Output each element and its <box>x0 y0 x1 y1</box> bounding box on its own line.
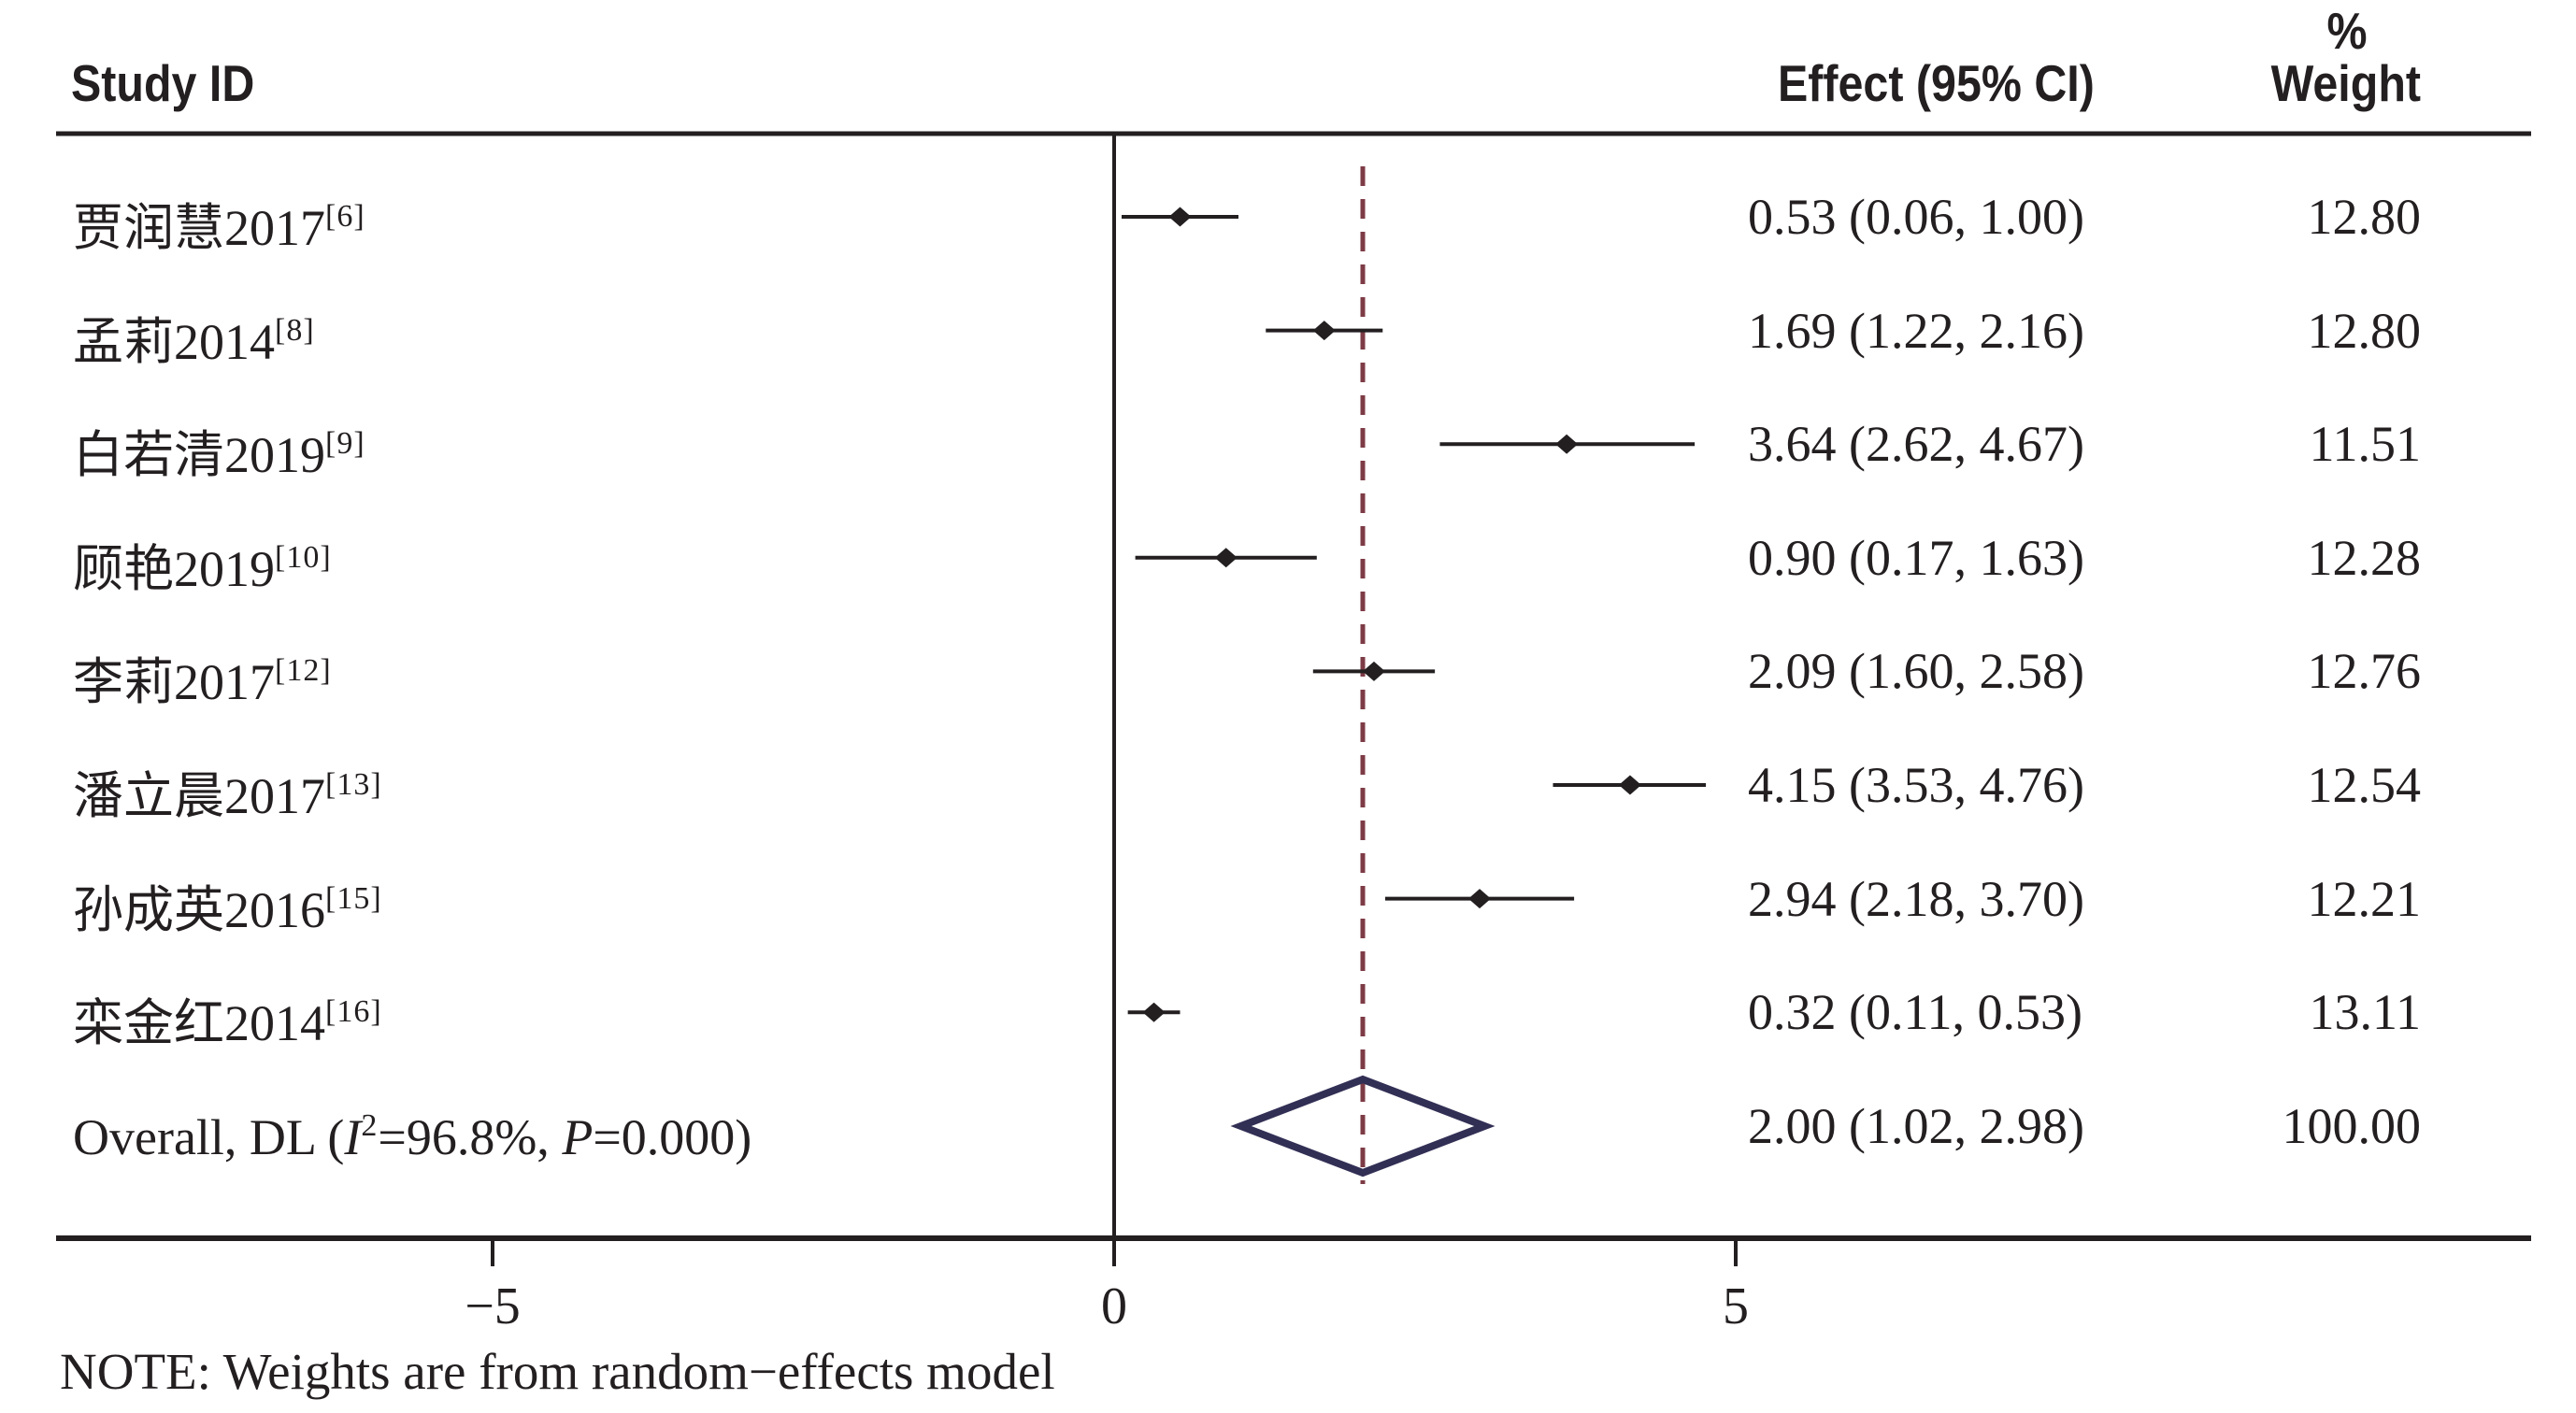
overall-pooled-diamond <box>1230 1075 1496 1178</box>
overall-p-value: =0.000) <box>593 1109 752 1165</box>
study-name: 潘立晨2017 <box>73 768 325 824</box>
overall-label-prefix: Overall, DL ( <box>73 1109 345 1165</box>
study-name: 孙成英2016 <box>73 881 325 938</box>
study-name: 栾金红2014 <box>73 995 325 1052</box>
study-reference-number: [10] <box>275 539 332 575</box>
study-reference-number: [15] <box>325 880 382 916</box>
study-label: 孙成英2016[15] <box>73 862 382 938</box>
study-name: 顾艳2019 <box>73 540 275 597</box>
study-label: 李莉2017[12] <box>73 634 332 711</box>
study-label: 栾金红2014[16] <box>73 975 382 1052</box>
study-effect-value: 0.53 (0.06, 1.00) <box>1748 189 2084 245</box>
study-effect-value: 2.09 (1.60, 2.58) <box>1748 643 2084 700</box>
study-effect-value: 0.32 (0.11, 0.53) <box>1748 984 2082 1041</box>
study-effect-value: 4.15 (3.53, 4.76) <box>1748 757 2084 813</box>
axis-tick-label: 0 <box>1101 1277 1127 1335</box>
footnote: NOTE: Weights are from random−effects mo… <box>60 1343 1055 1400</box>
effect-marker-diamond <box>1142 1002 1166 1022</box>
study-name: 白若清2019 <box>73 427 325 484</box>
overall-i2-symbol: I <box>344 1109 362 1165</box>
study-effect-value: 0.90 (0.17, 1.63) <box>1748 529 2084 586</box>
col-header-percent: % <box>2326 2 2368 60</box>
study-label: 潘立晨2017[13] <box>73 748 382 824</box>
study-label: 孟莉2014[8] <box>73 293 315 370</box>
overall-effect-value: 2.00 (1.02, 2.98) <box>1748 1098 2084 1154</box>
study-name: 贾润慧2017 <box>73 200 325 256</box>
study-weight-value: 12.54 <box>2307 757 2422 813</box>
study-reference-number: [12] <box>275 653 332 689</box>
overall-label: Overall, DL (I2=96.8%, P=0.000) <box>73 1089 752 1165</box>
study-weight-value: 12.21 <box>2307 870 2422 927</box>
effect-marker-diamond <box>1214 548 1238 568</box>
study-weight-value: 13.11 <box>2309 984 2422 1041</box>
overall-i2-superscript: 2 <box>361 1108 379 1143</box>
axis-tick-label: 5 <box>1723 1277 1749 1335</box>
effect-marker-diamond <box>1618 775 1641 795</box>
study-label: 贾润慧2017[6] <box>73 179 365 256</box>
overall-weight-value: 100.00 <box>2282 1098 2422 1154</box>
effect-marker-diamond <box>1312 321 1336 341</box>
col-header-weight: Weight <box>2270 54 2421 112</box>
study-reference-number: [9] <box>325 426 365 462</box>
effect-marker-diamond <box>1555 434 1579 454</box>
study-weight-value: 12.28 <box>2307 529 2422 586</box>
study-label: 顾艳2019[10] <box>73 521 332 597</box>
col-header-study-id: Study ID <box>71 54 255 112</box>
study-effect-value: 3.64 (2.62, 4.67) <box>1748 416 2084 473</box>
study-weight-value: 12.76 <box>2307 643 2422 700</box>
effect-marker-diamond <box>1468 889 1492 909</box>
study-effect-value: 1.69 (1.22, 2.16) <box>1748 302 2084 359</box>
study-label: 白若清2019[9] <box>73 407 365 484</box>
study-reference-number: [16] <box>325 994 382 1030</box>
col-header-effect-ci: Effect (95% CI) <box>1778 54 2095 112</box>
effect-marker-diamond <box>1362 661 1385 681</box>
study-weight-value: 12.80 <box>2307 302 2422 359</box>
study-weight-value: 11.51 <box>2309 416 2422 473</box>
study-weight-value: 12.80 <box>2307 189 2422 245</box>
overall-p-symbol: P <box>562 1109 594 1165</box>
study-reference-number: [8] <box>275 312 315 348</box>
study-name: 孟莉2014 <box>73 313 275 370</box>
overall-heterogeneity-value: =96.8%, <box>378 1109 563 1165</box>
axis-tick-label: −5 <box>465 1277 521 1335</box>
study-reference-number: [13] <box>325 767 382 802</box>
study-effect-value: 2.94 (2.18, 3.70) <box>1748 870 2084 927</box>
study-name: 李莉2017 <box>73 654 275 711</box>
effect-marker-diamond <box>1168 207 1192 227</box>
study-reference-number: [6] <box>325 199 365 234</box>
